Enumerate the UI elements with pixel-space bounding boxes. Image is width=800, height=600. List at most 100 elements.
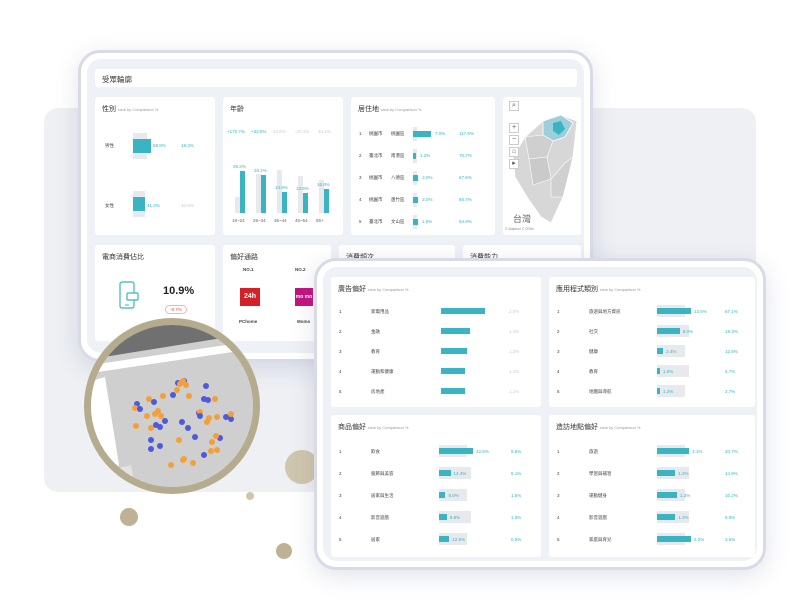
row-bar-bg bbox=[439, 489, 467, 501]
row-bar bbox=[657, 368, 660, 374]
list-row: 5 家庭與育兒 2.2% 3.6% bbox=[549, 533, 755, 555]
row-value: 1.3% bbox=[680, 493, 691, 498]
row-value: 1.2% bbox=[663, 389, 674, 394]
pchome-logo-icon: 24h bbox=[240, 288, 260, 306]
row-rank: 4 bbox=[359, 197, 362, 202]
place-pref-card: 造訪地點偏好 rank by Comparison % 1 旅遊 2.1% 20.7% 2… bbox=[549, 415, 755, 557]
map-search-button[interactable]: ⌕ bbox=[509, 101, 519, 111]
list-row: 5 房地產 1.1% bbox=[331, 385, 541, 405]
age-bar-label: 16.8% bbox=[317, 181, 330, 187]
audience-dot bbox=[214, 414, 221, 421]
row-district: 南港區 bbox=[391, 153, 405, 158]
audience-dot bbox=[197, 409, 204, 416]
ad-pref-list: 1 家電用品 2.0% 2 金融 1.3% 3 教育 1.2% 4 運動和健康 1.1% 5 房地產 1.1… bbox=[331, 305, 541, 405]
list-row: 3 運動健身 1.3% 10.2% bbox=[549, 489, 755, 511]
age-bar-label: 14.9% bbox=[275, 184, 288, 190]
home-button[interactable]: ⌂ bbox=[509, 147, 519, 157]
row-compare: 64.8% bbox=[459, 219, 472, 224]
row-value: 2.0% bbox=[509, 309, 520, 314]
zoom-out-button[interactable]: − bbox=[509, 135, 519, 145]
row-city: 桃園市 bbox=[369, 175, 383, 180]
age-bar bbox=[324, 188, 329, 213]
row-rank: 1 bbox=[339, 309, 342, 314]
row-compare: 70.7% bbox=[459, 153, 472, 158]
age-title: 年齡 bbox=[230, 106, 244, 113]
row-label: 旅遊與地方資訊 bbox=[589, 309, 621, 314]
age-category: 25~34 bbox=[253, 218, 266, 223]
audience-dot bbox=[176, 437, 183, 444]
row-value: 1.2% bbox=[509, 349, 520, 354]
row-value: 13.5% bbox=[694, 309, 707, 314]
residence-row: 2 臺北市 南港區 1.2% 70.7% bbox=[351, 149, 495, 163]
row-district: 八德區 bbox=[391, 175, 405, 180]
phone-card-icon bbox=[119, 281, 139, 309]
row-rank: 5 bbox=[557, 389, 560, 394]
age-bar-background bbox=[319, 179, 324, 213]
audience-dot bbox=[173, 387, 180, 394]
row-label: 運動健身 bbox=[589, 493, 607, 498]
row-label: 運動和健康 bbox=[371, 369, 394, 374]
list-row: 1 家電用品 2.0% bbox=[331, 305, 541, 325]
gender-card: 性別 rank by Comparison % 男性 58.8% 19.3% 女性… bbox=[95, 97, 215, 235]
momo-logo-icon: mo mo bbox=[295, 288, 313, 306]
row-compare: 12.8% bbox=[725, 349, 738, 354]
row-value: 1.2% bbox=[420, 153, 431, 158]
residence-list: 1 桃園市 桃園區 7.0% 117.6% 2 臺北市 南港區 1.2% 70.7% 3 桃園市 八德區… bbox=[351, 123, 495, 233]
row-bar bbox=[413, 219, 418, 225]
residence-card: 居住地 rank by Comparison % 1 桃園市 桃園區 7.0% 117.6… bbox=[351, 97, 495, 235]
place-pref-title: 造訪地點偏好 bbox=[556, 424, 598, 431]
audience-dot bbox=[185, 392, 192, 399]
row-label: 影音遊戲 bbox=[371, 515, 389, 520]
audience-dot bbox=[133, 422, 140, 429]
gender-value: 41.2% bbox=[147, 203, 160, 208]
list-row: 3 健康 2.4% 12.8% bbox=[549, 345, 755, 365]
list-row: 4 教育 1.0% 5.7% bbox=[549, 365, 755, 385]
audience-dot bbox=[200, 451, 207, 458]
age-category: 18~24 bbox=[232, 218, 245, 223]
decorative-circle bbox=[246, 492, 254, 500]
row-bar bbox=[413, 197, 419, 203]
age-bar-label: 13.9% bbox=[296, 186, 309, 192]
street-map-graphic bbox=[91, 325, 253, 487]
app-pref-card: 應用程式類別 rank by Comparison % 1 旅遊與地方資訊 13.5%… bbox=[549, 277, 755, 407]
list-row: 5 居家 12.9% 0.6% bbox=[331, 533, 541, 555]
age-bar bbox=[282, 191, 287, 213]
row-rank: 5 bbox=[339, 537, 342, 542]
ad-pref-card: 廣告偏好 rank by Comparison % 1 家電用品 2.0% 2 金融 1.3… bbox=[331, 277, 541, 407]
age-bar-background bbox=[256, 174, 261, 213]
row-rank: 2 bbox=[339, 329, 342, 334]
zoom-in-button[interactable]: + bbox=[509, 123, 519, 133]
audience-dot bbox=[203, 418, 210, 425]
list-row: 1 旅遊 2.1% 20.7% bbox=[549, 445, 755, 467]
row-compare: 66.7% bbox=[459, 197, 472, 202]
row-compare: 1.5% bbox=[511, 493, 522, 498]
row-value: 1.1% bbox=[509, 369, 520, 374]
row-rank: 4 bbox=[339, 515, 342, 520]
row-bar bbox=[441, 348, 468, 354]
age-category: 45~54 bbox=[295, 218, 308, 223]
list-row: 2 金融 1.3% bbox=[331, 325, 541, 345]
audience-dot bbox=[177, 381, 184, 388]
row-rank: 3 bbox=[557, 349, 560, 354]
row-rank: 5 bbox=[557, 537, 560, 542]
ecommerce-change-badge: -9.7% bbox=[165, 305, 187, 314]
page-title: 受眾輪廓 bbox=[102, 75, 132, 84]
gender-compare: 19.3% bbox=[181, 143, 194, 148]
list-row: 4 影音遊戲 1.2% 5.0% bbox=[549, 511, 755, 533]
play-button[interactable]: ▸ bbox=[509, 159, 519, 169]
age-card: 年齡 +170.7% +33.5% 24.6% -20.1% 34.1% 29.… bbox=[223, 97, 343, 235]
decorative-circle bbox=[276, 543, 292, 559]
gender-bar-female bbox=[133, 197, 145, 211]
row-rank: 1 bbox=[339, 449, 342, 454]
row-compare: 8.1% bbox=[511, 471, 522, 476]
row-compare: 10.2% bbox=[725, 493, 738, 498]
taiwan-map-card[interactable]: ⌕ + − ⌂ ▸ 台灣 © Mapbox © OSM bbox=[503, 97, 581, 235]
audience-dot bbox=[208, 438, 215, 445]
list-row: 2 學習與補習 1.2% 14.9% bbox=[549, 467, 755, 489]
row-compare: 14.9% bbox=[725, 471, 738, 476]
row-rank: 1 bbox=[557, 309, 560, 314]
channel-rank: NO.1 bbox=[243, 267, 254, 272]
row-bar-bg bbox=[439, 511, 471, 523]
row-label: 學習與補習 bbox=[589, 471, 612, 476]
tablet-screen: 廣告偏好 rank by Comparison % 1 家電用品 2.0% 2 金融 1.3… bbox=[323, 267, 757, 561]
